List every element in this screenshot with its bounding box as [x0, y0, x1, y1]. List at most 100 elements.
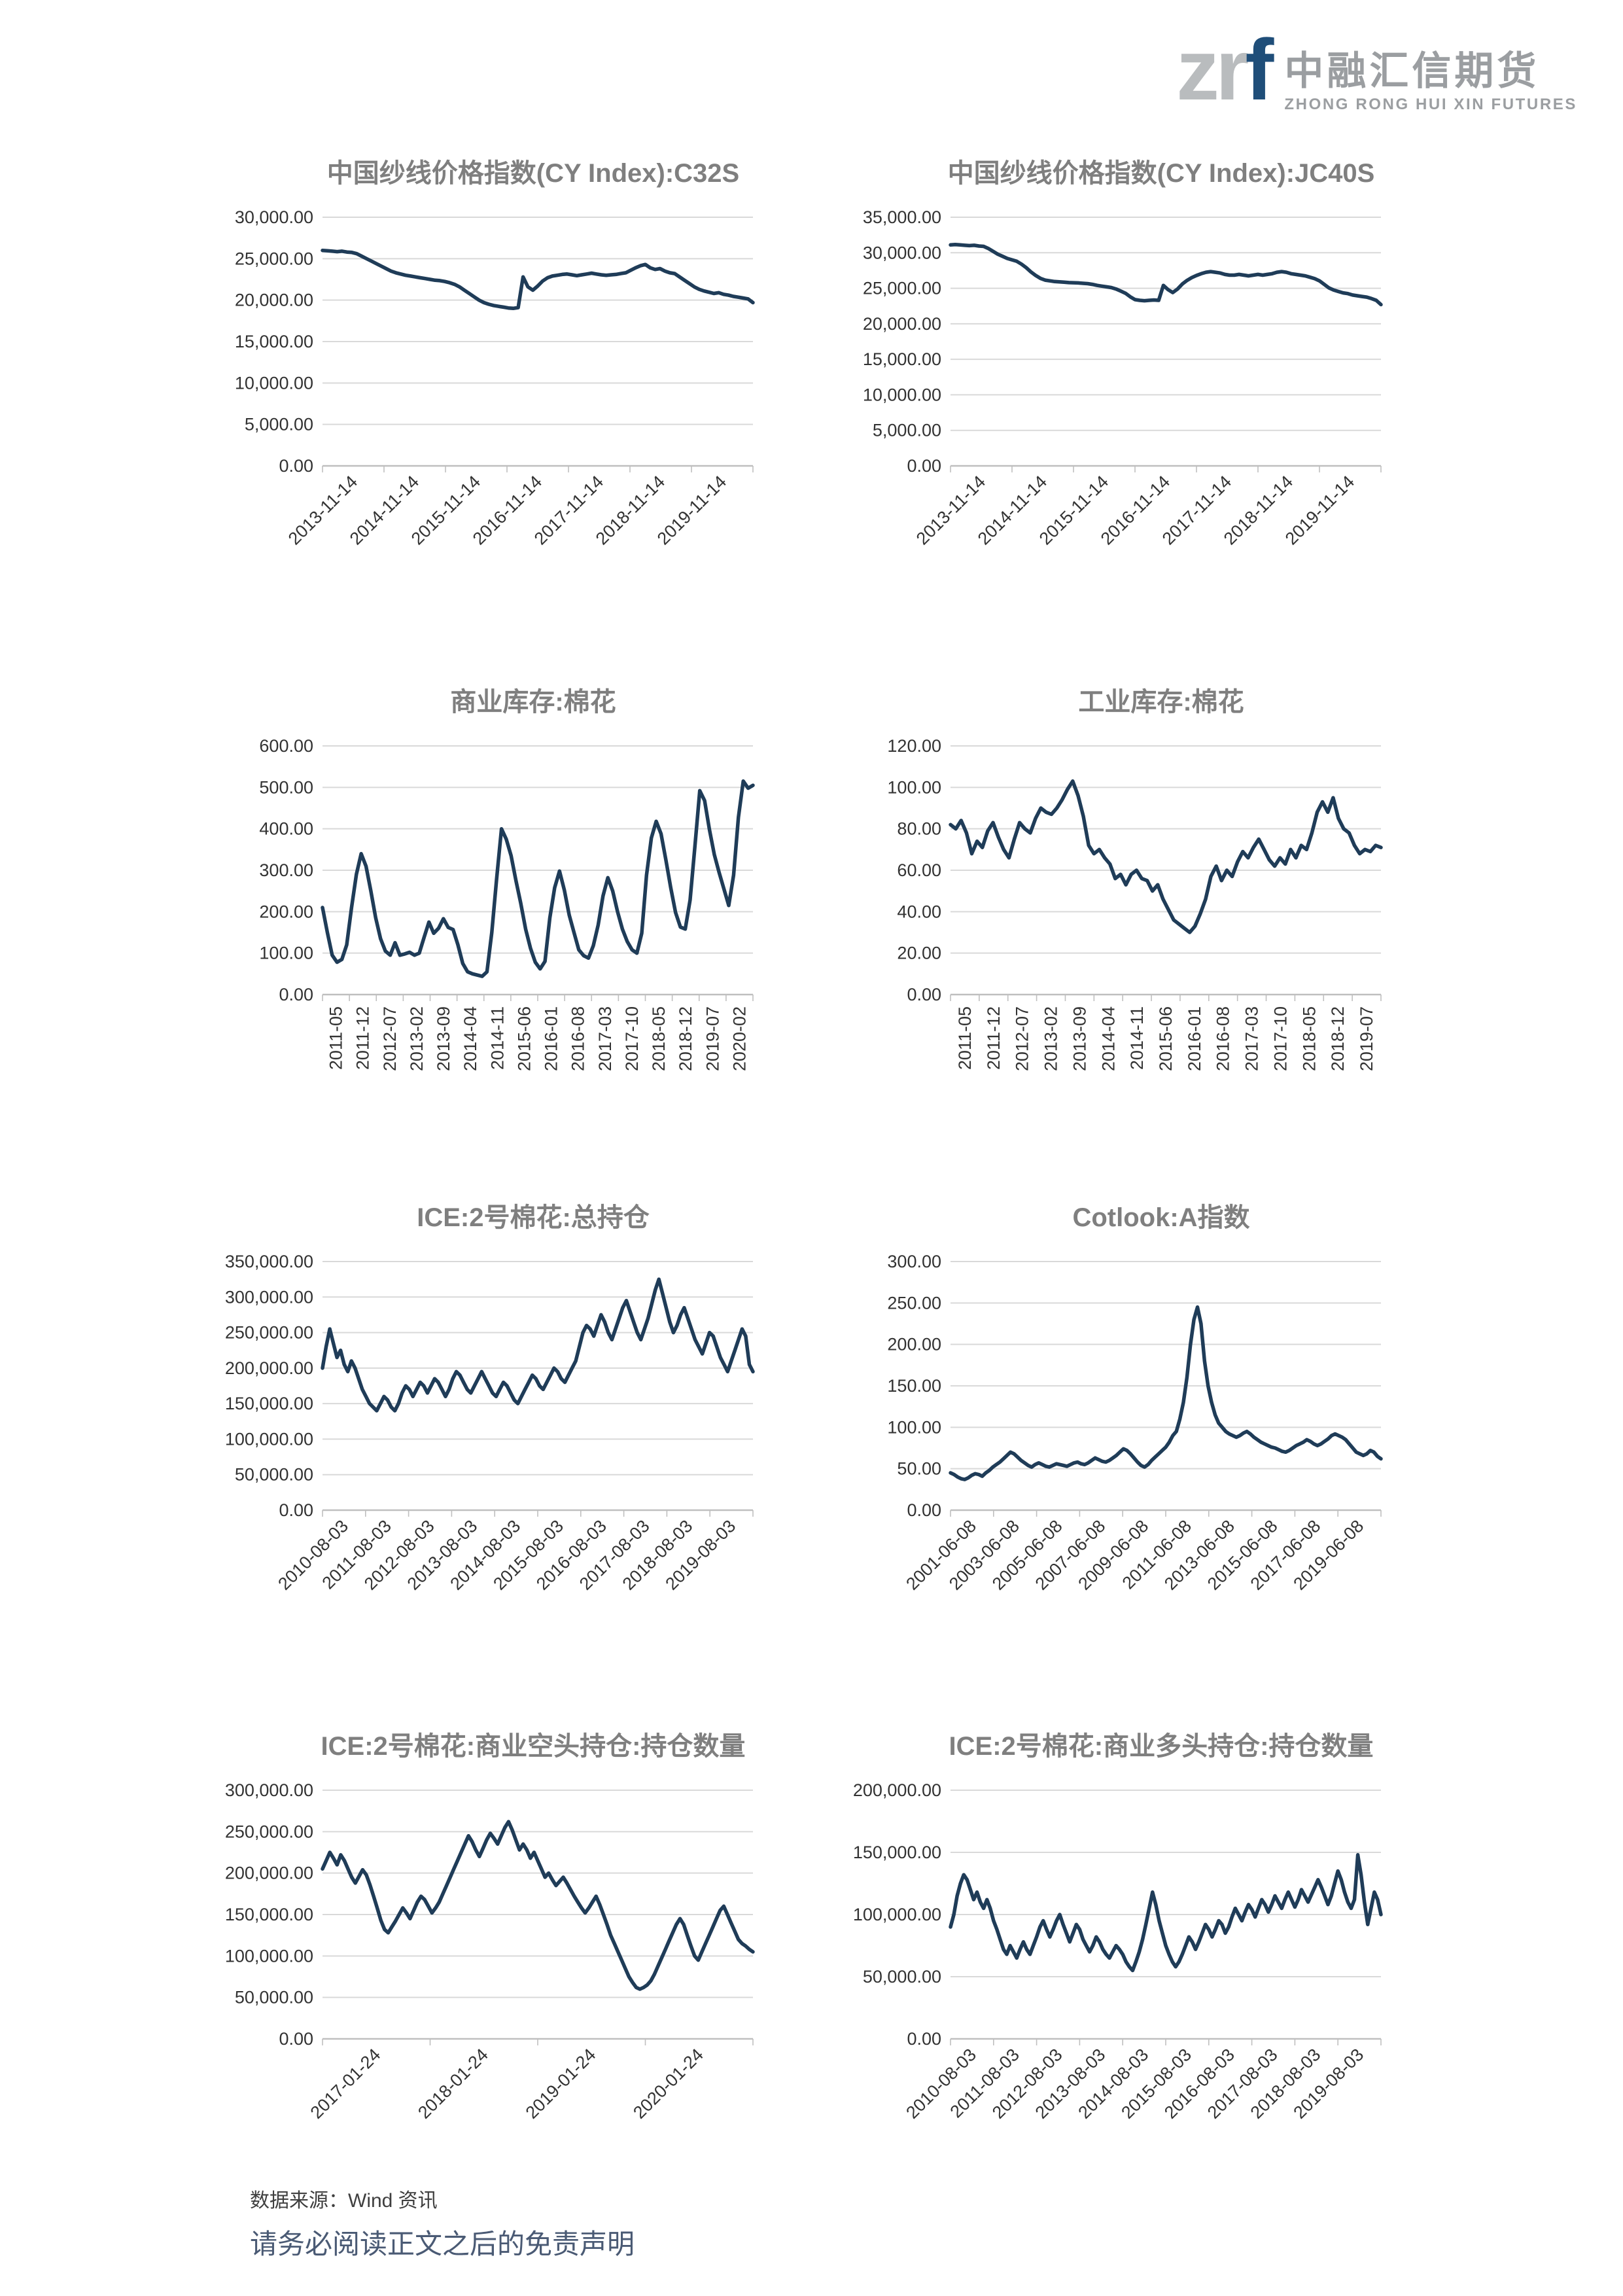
series-line: [949, 779, 1383, 934]
chart-title: ICE:2号棉花:商业空头持仓:持仓数量: [321, 1732, 746, 1761]
x-tick-label: 2013-09: [434, 1006, 453, 1071]
chart-cy-index-jc40s-plot: 0.00 5,000.00 10,000.00 15,000.00 20,000.00 2…: [863, 207, 1383, 548]
y-tick-label: 15,000.00: [863, 349, 941, 369]
y-tick-label: 150.00: [887, 1376, 941, 1396]
y-tick-label: 250.00: [887, 1293, 941, 1313]
company-logo: zrf 中融汇信期货 ZHONG RONG HUI XIN FUTURES: [1176, 27, 1577, 114]
x-tick-label: 2014-11: [487, 1006, 507, 1070]
x-tick-label: 2011-12: [353, 1006, 373, 1070]
y-tick-label: 20,000.00: [863, 314, 941, 334]
y-tick-label: 300,000.00: [225, 1287, 313, 1307]
x-tick-label: 2017-03: [595, 1006, 615, 1071]
y-tick-label: 300.00: [887, 1252, 941, 1271]
y-tick-label: 30,000.00: [235, 207, 313, 227]
y-tick-label: 350,000.00: [225, 1252, 313, 1271]
chart-ice-cotton2-commercial-short: ICE:2号棉花:商业空头持仓:持仓数量 0.00 50,000.00 100,00…: [219, 1725, 762, 2157]
series-line: [321, 1820, 755, 1991]
y-tick-label: 200,000.00: [225, 1358, 313, 1378]
y-tick-label: 150,000.00: [853, 1843, 941, 1862]
y-tick-label: 0.00: [907, 1500, 941, 1520]
x-tick-label: 2016-08: [1213, 1006, 1233, 1071]
chart-commercial-inventory-cotton-plot: 0.00 100.00 200.00 300.00 400.00 500.00 600.00…: [259, 736, 755, 1071]
x-tick-label: 2017-03: [1242, 1006, 1262, 1071]
x-tick-label: 2012-07: [380, 1006, 400, 1071]
x-tick-label: 2016-01: [542, 1006, 561, 1071]
x-tick-label: 2011-12: [984, 1006, 1003, 1070]
y-tick-label: 25,000.00: [863, 279, 941, 298]
chart-ice-cotton2-commercial-long-plot: 0.00 50,000.00 100,000.00 150,000.00 200,000…: [853, 1780, 1383, 2123]
y-tick-label: 25,000.00: [235, 249, 313, 268]
y-tick-label: 30,000.00: [863, 243, 941, 262]
y-tick-label: 5,000.00: [245, 415, 313, 434]
x-tick-label: 2017-10: [622, 1006, 642, 1071]
y-tick-label: 300.00: [259, 860, 313, 880]
logo-company-name-en: ZHONG RONG HUI XIN FUTURES: [1284, 96, 1577, 113]
disclaimer-note: 请务必阅读正文之后的免责声明: [250, 2229, 635, 2259]
chart-commercial-inventory-cotton: 商业库存:棉花 0.00 100.00 200.00 300.00 400.00 500.…: [219, 680, 762, 1099]
series-line: [949, 1305, 1383, 1481]
y-tick-label: 5,000.00: [873, 421, 941, 440]
x-tick-label: 2020-01-24: [629, 2045, 707, 2123]
y-tick-label: 15,000.00: [235, 332, 313, 351]
y-tick-label: 50,000.00: [235, 1988, 313, 2007]
y-tick-label: 0.00: [907, 985, 941, 1004]
chart-title: 商业库存:棉花: [450, 688, 616, 716]
logo-text: 中融汇信期货 ZHONG RONG HUI XIN FUTURES: [1284, 50, 1577, 114]
chart-ice-cotton2-open-interest-plot: 0.00 50,000.00 100,000.00 150,000.00 200,000…: [225, 1252, 755, 1594]
x-tick-label: 2013-02: [407, 1006, 427, 1071]
chart-title: ICE:2号棉花:总持仓: [417, 1203, 650, 1232]
x-tick-label: 2019-07: [1357, 1006, 1376, 1071]
x-tick-label: 2012-07: [1013, 1006, 1032, 1071]
x-tick-label: 2015-06: [514, 1006, 534, 1071]
y-tick-label: 150,000.00: [225, 1905, 313, 1924]
y-tick-label: 100,000.00: [225, 1946, 313, 1966]
y-tick-label: 120.00: [887, 736, 941, 756]
x-tick-label: 2016-01: [1185, 1006, 1204, 1071]
y-tick-label: 0.00: [907, 2029, 941, 2049]
logo-f-letter: f: [1245, 22, 1274, 118]
y-tick-label: 300,000.00: [225, 1780, 313, 1800]
chart-title: Cotlook:A指数: [1072, 1203, 1250, 1232]
chart-title: 工业库存:棉花: [1078, 688, 1244, 716]
chart-cy-index-c32s: 中国纱线价格指数(CY Index):C32S 0.00 5,000.00 10,0…: [219, 152, 762, 584]
x-tick-label: 2013-02: [1041, 1006, 1061, 1071]
chart-grid: 中国纱线价格指数(CY Index):C32S 0.00 5,000.00 10,0…: [219, 152, 1390, 2157]
x-tick-label: 2011-05: [955, 1006, 975, 1070]
y-tick-label: 100,000.00: [853, 1905, 941, 1924]
x-tick-label: 2018-01-24: [414, 2045, 492, 2123]
x-tick-label: 2017-01-24: [307, 2045, 385, 2123]
y-tick-label: 200.00: [887, 1335, 941, 1354]
y-tick-label: 100.00: [887, 1417, 941, 1437]
chart-title: 中国纱线价格指数(CY Index):JC40S: [947, 159, 1375, 188]
y-tick-label: 50.00: [897, 1459, 941, 1479]
series-line: [321, 248, 755, 311]
y-tick-label: 0.00: [279, 985, 313, 1004]
x-tick-label: 2020-02: [729, 1006, 749, 1071]
x-tick-label: 2018-12: [676, 1006, 695, 1071]
y-tick-label: 40.00: [897, 902, 941, 921]
y-tick-label: 10,000.00: [235, 373, 313, 393]
logo-zrf-mark: zrf: [1176, 27, 1274, 113]
y-tick-label: 35,000.00: [863, 207, 941, 227]
x-tick-label: 2017-10: [1270, 1006, 1290, 1071]
y-tick-label: 0.00: [279, 2029, 313, 2049]
y-tick-label: 150,000.00: [225, 1394, 313, 1413]
series-line: [321, 779, 755, 978]
x-tick-label: 2011-05: [326, 1006, 346, 1070]
x-tick-label: 2019-01-24: [522, 2045, 600, 2123]
y-tick-label: 200,000.00: [225, 1863, 313, 1883]
y-tick-label: 200,000.00: [853, 1780, 941, 1800]
chart-title: ICE:2号棉花:商业多头持仓:持仓数量: [949, 1732, 1374, 1761]
x-tick-label: 2013-09: [1070, 1006, 1089, 1071]
y-tick-label: 500.00: [259, 777, 313, 797]
chart-title: 中国纱线价格指数(CY Index):C32S: [326, 159, 740, 188]
x-tick-label: 2014-04: [1098, 1006, 1118, 1071]
y-tick-label: 250,000.00: [225, 1323, 313, 1343]
series-line: [321, 1277, 755, 1413]
y-tick-label: 20,000.00: [235, 291, 313, 310]
chart-industrial-inventory-cotton: 工业库存:棉花 0.00 20.00 40.00 60.00 80.00 100.00 12…: [847, 680, 1390, 1099]
logo-zr-letters: zr: [1176, 22, 1249, 118]
x-tick-label: 2018-05: [1299, 1006, 1319, 1071]
page-footer: 数据来源：Wind 资讯 请务必阅读正文之后的免责声明: [250, 2184, 635, 2262]
